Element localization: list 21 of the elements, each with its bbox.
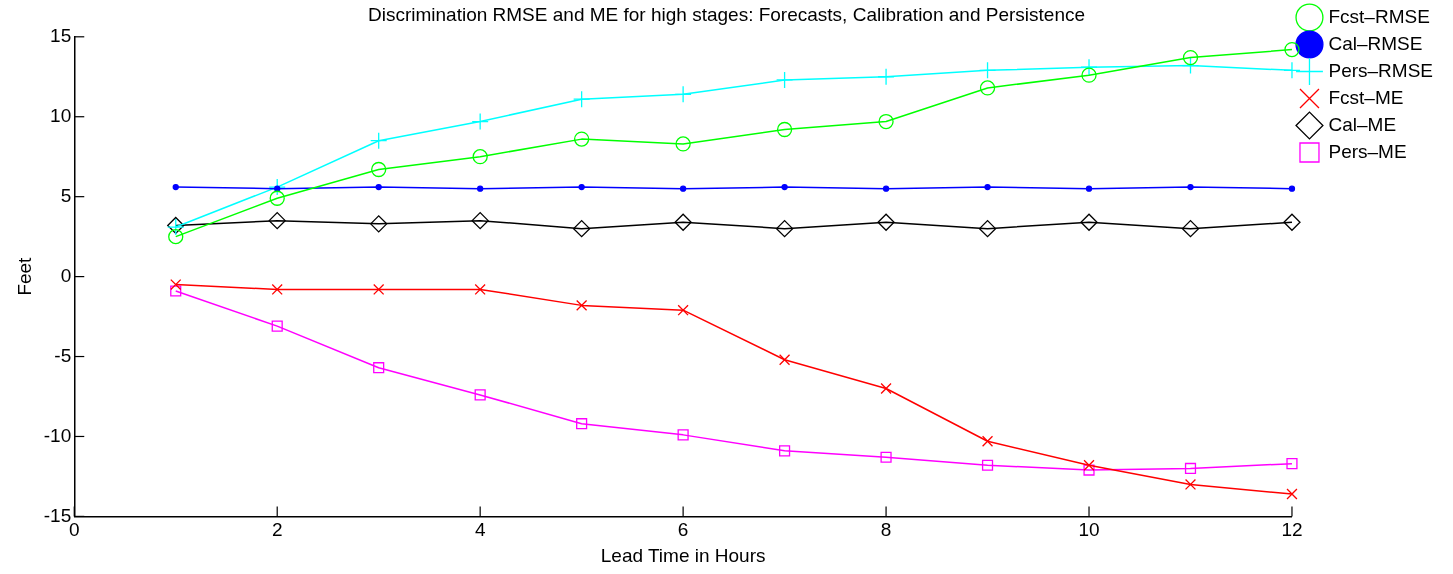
y-tick-label: 15 xyxy=(50,25,72,47)
x-tick-label: 10 xyxy=(1078,519,1100,541)
legend-label: Pers–RMSE xyxy=(1328,59,1433,81)
chart-title: Discrimination RMSE and ME for high stages: Forecasts, Calibration and Persistence xyxy=(367,3,1086,25)
legend-label: Fcst–ME xyxy=(1328,86,1404,108)
y-tick-label: 10 xyxy=(50,104,72,126)
legend-label: Pers–ME xyxy=(1328,140,1407,162)
legend-label: Cal–ME xyxy=(1328,113,1397,135)
x-tick-label: 12 xyxy=(1281,519,1303,541)
y-tick-label: -10 xyxy=(43,424,72,446)
legend-label: Fcst–RMSE xyxy=(1328,5,1430,27)
x-axis-title: Lead Time in Hours xyxy=(600,544,766,566)
y-tick-label: 0 xyxy=(60,264,72,286)
x-tick-label: 6 xyxy=(677,519,689,541)
x-tick-label: 2 xyxy=(271,519,283,541)
y-axis-title: Feet xyxy=(13,256,35,296)
y-tick-label: -5 xyxy=(54,344,72,366)
y-tick-label: 5 xyxy=(60,184,72,206)
x-tick-label: 4 xyxy=(474,519,486,541)
legend-label: Cal–RMSE xyxy=(1328,32,1423,54)
x-tick-label: 8 xyxy=(880,519,892,541)
